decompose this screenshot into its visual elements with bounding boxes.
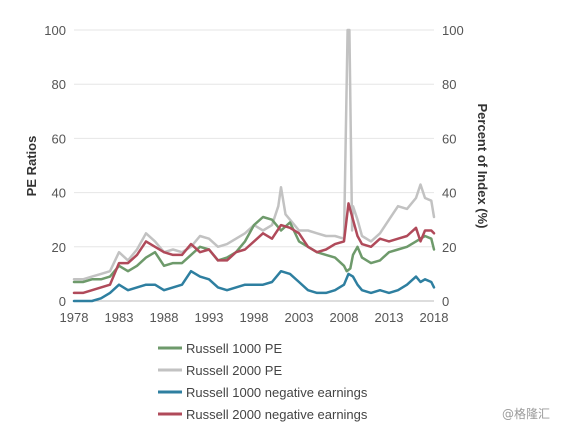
series-lines (72, 28, 436, 303)
x-tick-label: 1983 (105, 310, 134, 325)
x-tick-label: 2008 (330, 310, 359, 325)
y-right-tick-label: 0 (442, 294, 449, 309)
y-right-tick-label: 100 (442, 23, 464, 38)
series-line-russell-1000-negative-earnings (72, 269, 436, 303)
y-right-tick-label: 40 (442, 186, 456, 201)
series-line-russell-1000-pe (72, 215, 436, 284)
legend-label-russell-1000-negative-earnings: Russell 1000 negative earnings (186, 385, 368, 400)
series-line-russell-2000-pe (72, 28, 436, 281)
watermark-text: @格隆汇 (502, 406, 550, 421)
x-tick-label: 1988 (150, 310, 179, 325)
x-tick-label: 1993 (195, 310, 224, 325)
x-tick-label: 1998 (240, 310, 269, 325)
y-left-tick-label: 0 (59, 294, 66, 309)
x-tick-label: 2018 (420, 310, 449, 325)
y-left-tick-label: 60 (52, 131, 66, 146)
legend-label-russell-1000-pe: Russell 1000 PE (186, 341, 282, 356)
series-line-russell-2000-negative-earnings (72, 202, 436, 295)
y-left-tick-label: 40 (52, 186, 66, 201)
x-tick-label: 2013 (375, 310, 404, 325)
x-tick-label: 2003 (285, 310, 314, 325)
y-left-tick-label: 80 (52, 77, 66, 92)
y-left-tick-label: 20 (52, 240, 66, 255)
grid-lines (74, 29, 434, 302)
legend-label-russell-2000-negative-earnings: Russell 2000 negative earnings (186, 407, 368, 422)
legend: Russell 1000 PE Russell 2000 PE Russell 10… (158, 341, 368, 422)
y-right-tick-label: 60 (442, 131, 456, 146)
y-right-tick-label: 80 (442, 77, 456, 92)
y-axis-left-title: PE Ratios (24, 136, 39, 197)
y-right-tick-label: 20 (442, 240, 456, 255)
legend-label-russell-2000-pe: Russell 2000 PE (186, 363, 282, 378)
x-tick-label: 1978 (60, 310, 89, 325)
y-axis-right-title: Percent of Index (%) (475, 104, 490, 229)
y-left-tick-label: 100 (44, 23, 66, 38)
tick-labels: 0 0 20 20 40 40 60 60 80 80 100 100 1978 1983 1988 1993… (44, 23, 463, 325)
